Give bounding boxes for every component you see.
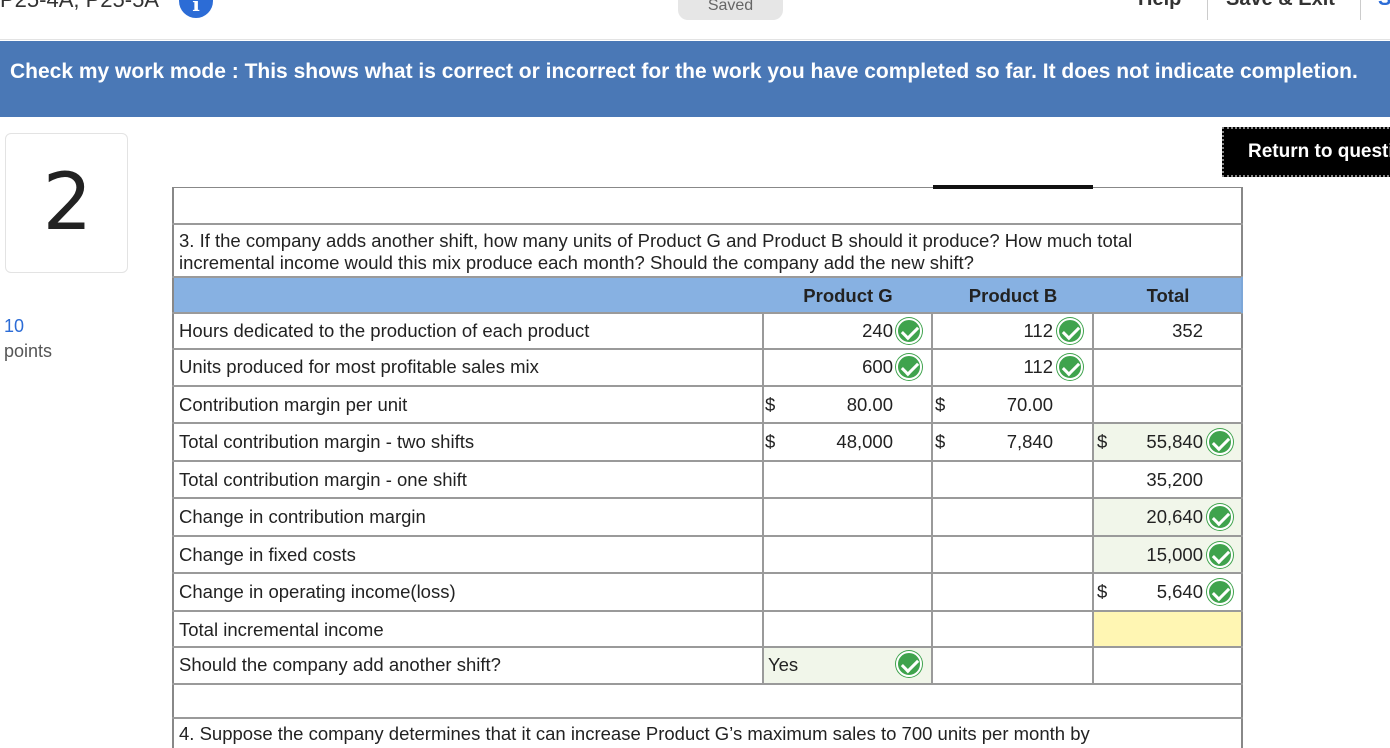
check-icon <box>1207 429 1233 455</box>
hours-g-input[interactable]: 240 <box>862 320 893 341</box>
question-number: 2 <box>42 158 93 248</box>
check-icon <box>1207 579 1233 605</box>
divider <box>172 572 1243 574</box>
check-icon <box>1057 318 1083 344</box>
check-work-banner: Check my work mode : This shows what is … <box>0 41 1390 117</box>
part4-prompt: 4. Suppose the company determines that i… <box>179 723 1090 744</box>
currency-symbol: $ <box>1097 431 1108 452</box>
divider <box>172 385 1243 387</box>
currency-symbol: $ <box>1097 581 1108 602</box>
tcm-two-g: 48,000 <box>836 431 893 452</box>
divider <box>172 348 1243 350</box>
check-icon <box>1207 542 1233 568</box>
divider <box>172 497 1243 499</box>
row-label-cm-unit: Contribution margin per unit <box>179 394 408 415</box>
row-label-incremental: Total incremental income <box>179 619 384 640</box>
worksheet <box>172 187 1243 748</box>
change-fixed-input[interactable]: 15,000 <box>1146 544 1203 565</box>
check-icon <box>1057 354 1083 380</box>
divider <box>172 187 763 188</box>
cm-unit-b: 70.00 <box>1006 394 1053 415</box>
row-label-hours: Hours dedicated to the production of eac… <box>179 320 590 341</box>
table-header <box>174 277 1241 313</box>
banner-text: Check my work mode : This shows what is … <box>10 60 1358 83</box>
divider <box>172 646 1243 648</box>
add-shift-select[interactable]: Yes <box>768 654 799 675</box>
divider <box>933 185 1093 189</box>
help-button[interactable]: Help <box>1138 0 1181 11</box>
submit-button[interactable]: S <box>1378 0 1390 11</box>
check-icon <box>1207 504 1233 530</box>
hours-b-input[interactable]: 112 <box>1023 320 1054 341</box>
divider <box>172 460 1243 462</box>
tcm-two-total-input[interactable]: 55,840 <box>1146 431 1203 452</box>
divider <box>172 422 1243 424</box>
currency-symbol: $ <box>935 431 946 452</box>
divider <box>931 312 933 683</box>
divider <box>172 610 1243 612</box>
part3-prompt: 3. If the company adds another shift, ho… <box>179 230 1133 273</box>
currency-symbol: $ <box>935 394 946 415</box>
row-label-change-fixed: Change in fixed costs <box>179 544 356 565</box>
check-icon <box>896 651 922 677</box>
return-to-question-button[interactable]: Return to question <box>1222 127 1390 177</box>
row-label-tcm-two: Total contribution margin - two shifts <box>179 431 475 452</box>
question-number-card: 2 <box>5 133 128 273</box>
divider <box>1207 0 1208 20</box>
check-icon <box>896 318 922 344</box>
incremental-income-input[interactable] <box>1094 612 1241 646</box>
check-icon <box>896 354 922 380</box>
header-product-g: Product G <box>803 285 893 306</box>
row-label-tcm-one: Total contribution margin - one shift <box>179 469 467 490</box>
save-exit-button[interactable]: Save & Exit <box>1226 0 1335 11</box>
saved-status: Saved <box>678 0 783 20</box>
divider <box>172 683 1243 685</box>
top-bar: P25-4A, P25-5A i Saved Help Save & Exit … <box>0 0 1390 40</box>
hours-total: 352 <box>1172 320 1203 341</box>
row-label-units: Units produced for most profitable sales… <box>179 356 539 377</box>
breadcrumb: P25-4A, P25-5A <box>0 0 159 13</box>
header-product-b: Product B <box>968 285 1058 306</box>
info-icon[interactable]: i <box>179 0 213 18</box>
divider <box>172 717 1243 719</box>
points-value: 10 <box>4 316 25 336</box>
divider <box>762 312 764 683</box>
units-b-input[interactable]: 112 <box>1023 356 1054 377</box>
row-label-add-shift: Should the company add another shift? <box>179 654 501 675</box>
divider <box>172 535 1243 537</box>
change-cm-input[interactable]: 20,640 <box>1146 506 1203 527</box>
divider <box>172 312 1243 314</box>
divider <box>172 223 1243 225</box>
currency-symbol: $ <box>765 431 776 452</box>
units-g-input[interactable]: 600 <box>862 356 893 377</box>
tcm-one-total: 35,200 <box>1146 469 1203 490</box>
divider <box>1093 187 1243 188</box>
currency-symbol: $ <box>765 394 776 415</box>
divider <box>172 276 1243 278</box>
row-label-change-income: Change in operating income(loss) <box>179 581 456 602</box>
row-label-change-cm: Change in contribution margin <box>179 506 426 527</box>
divider <box>1360 0 1361 20</box>
points-label: points <box>4 341 53 361</box>
change-income-input[interactable]: 5,640 <box>1156 581 1203 602</box>
tcm-two-b: 7,840 <box>1006 431 1053 452</box>
divider <box>1241 277 1243 313</box>
divider <box>1092 312 1094 683</box>
cm-unit-g: 80.00 <box>846 394 893 415</box>
header-total: Total <box>1146 285 1190 306</box>
divider <box>763 187 933 188</box>
